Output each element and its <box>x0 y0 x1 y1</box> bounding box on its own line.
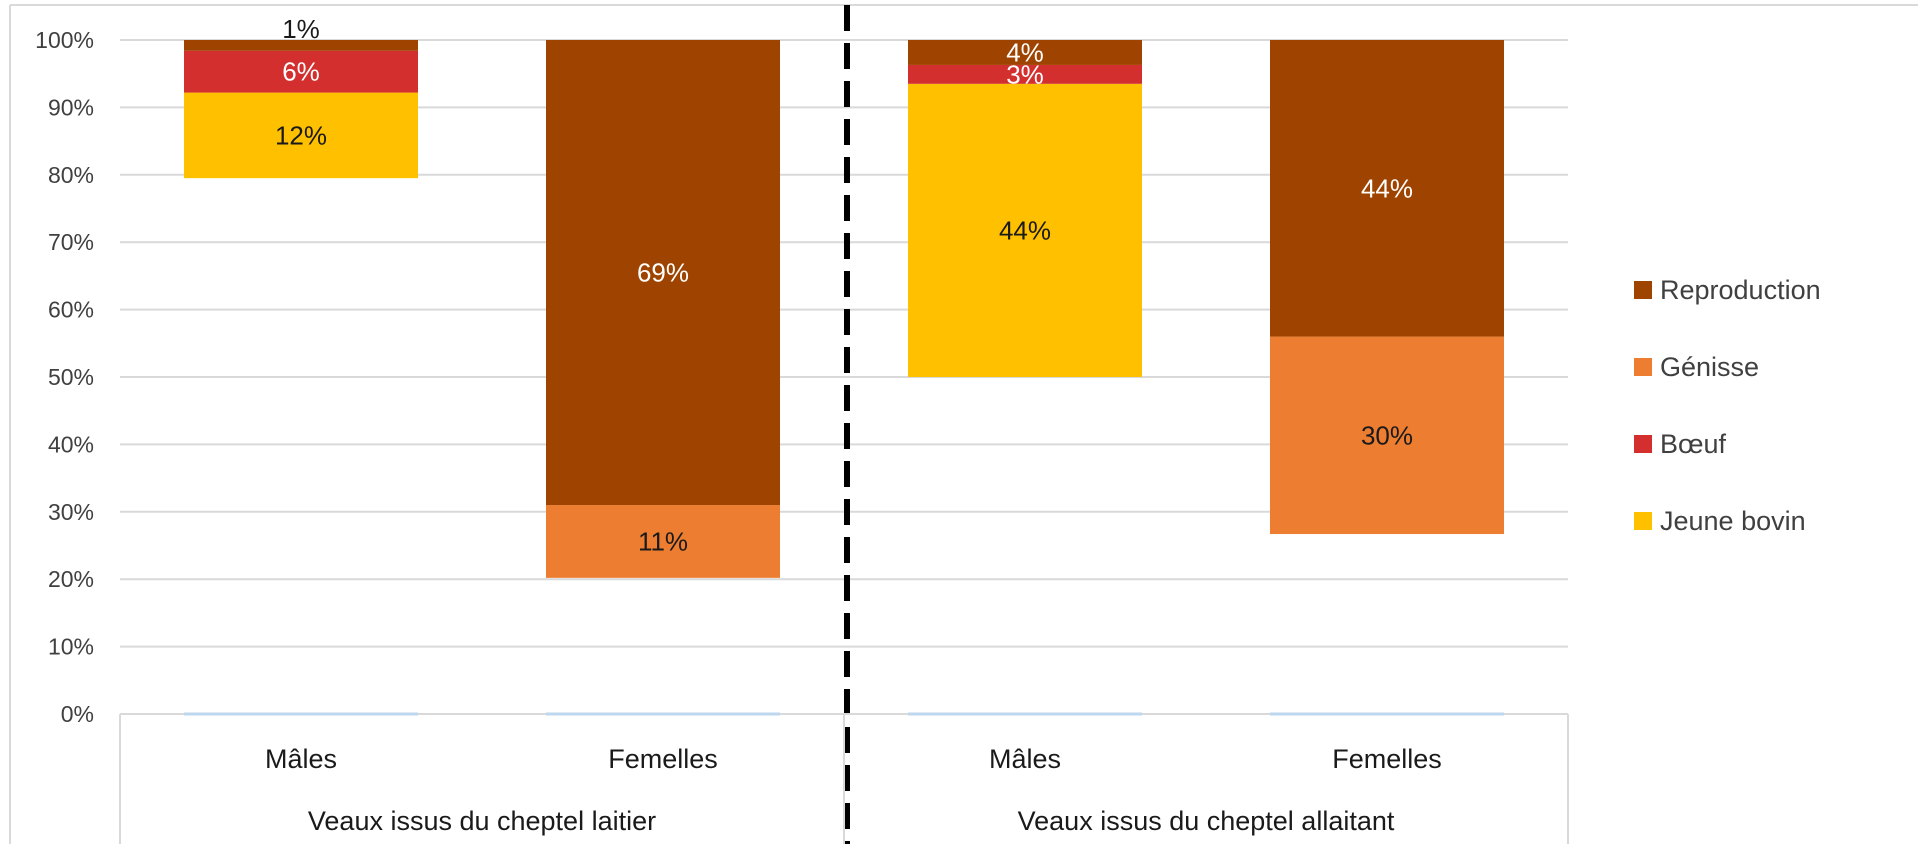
bar-reproduction <box>1270 40 1504 337</box>
x-category-label: Femelles <box>1332 744 1442 774</box>
data-label: 11% <box>638 526 688 556</box>
x-axis: Mâles Femelles Mâles Femelles Veaux issus du… <box>119 712 1569 844</box>
data-label: 44% <box>999 215 1051 245</box>
legend: Reproduction Génisse Bœuf Jeune bovin <box>1634 275 1821 536</box>
y-tick-label: 90% <box>48 94 94 120</box>
x-category-label: Mâles <box>265 744 337 774</box>
bar-bœuf <box>184 50 418 93</box>
legend-label: Jeune bovin <box>1660 506 1806 536</box>
legend-label: Reproduction <box>1660 275 1821 305</box>
data-label: 69% <box>637 258 689 288</box>
y-tick-label: 60% <box>48 297 94 323</box>
y-tick-label: 30% <box>48 499 94 525</box>
x-category-label: Mâles <box>989 744 1061 774</box>
data-label: 3% <box>1006 59 1044 89</box>
x-group-label: Veaux issus du cheptel laitier <box>308 806 656 836</box>
legend-swatch <box>1634 512 1652 530</box>
bars <box>184 40 1504 578</box>
legend-swatch <box>1634 281 1652 299</box>
data-label: 4% <box>1006 37 1044 67</box>
legend-label: Bœuf <box>1660 429 1727 459</box>
bar-génisse <box>1270 336 1504 535</box>
bar-jeune-bovin <box>184 92 418 179</box>
y-tick-label: 20% <box>48 566 94 592</box>
legend-label: Génisse <box>1660 352 1759 382</box>
y-tick-label: 70% <box>48 229 94 255</box>
bar-reproduction <box>546 40 780 506</box>
data-label: 12% <box>275 120 327 150</box>
data-label: 6% <box>282 57 320 87</box>
y-tick-label: 100% <box>35 27 94 53</box>
data-label: 1% <box>282 14 320 44</box>
legend-swatch <box>1634 358 1652 376</box>
y-tick-label: 0% <box>61 701 94 727</box>
y-axis: 0% 10% 20% 30% 40% 50% 60% 70% 80% 90% 100% <box>35 27 94 727</box>
bar-reproduction <box>184 40 418 51</box>
y-tick-label: 40% <box>48 431 94 457</box>
bar-bœuf <box>908 64 1142 84</box>
data-label: 30% <box>1361 420 1413 450</box>
data-label: 44% <box>1361 173 1413 203</box>
bar-reproduction <box>908 40 1142 65</box>
y-tick-label: 50% <box>48 364 94 390</box>
y-tick-label: 80% <box>48 162 94 188</box>
data-labels: 12% 44% 6% 3% 11% 30% 1% 69% 4% 44% <box>275 14 1413 556</box>
bar-jeune-bovin <box>908 83 1142 377</box>
legend-swatch <box>1634 435 1652 453</box>
x-group-label: Veaux issus du cheptel allaitant <box>1018 806 1395 836</box>
x-category-label: Femelles <box>608 744 718 774</box>
y-tick-label: 10% <box>48 634 94 660</box>
bar-génisse <box>546 505 780 578</box>
